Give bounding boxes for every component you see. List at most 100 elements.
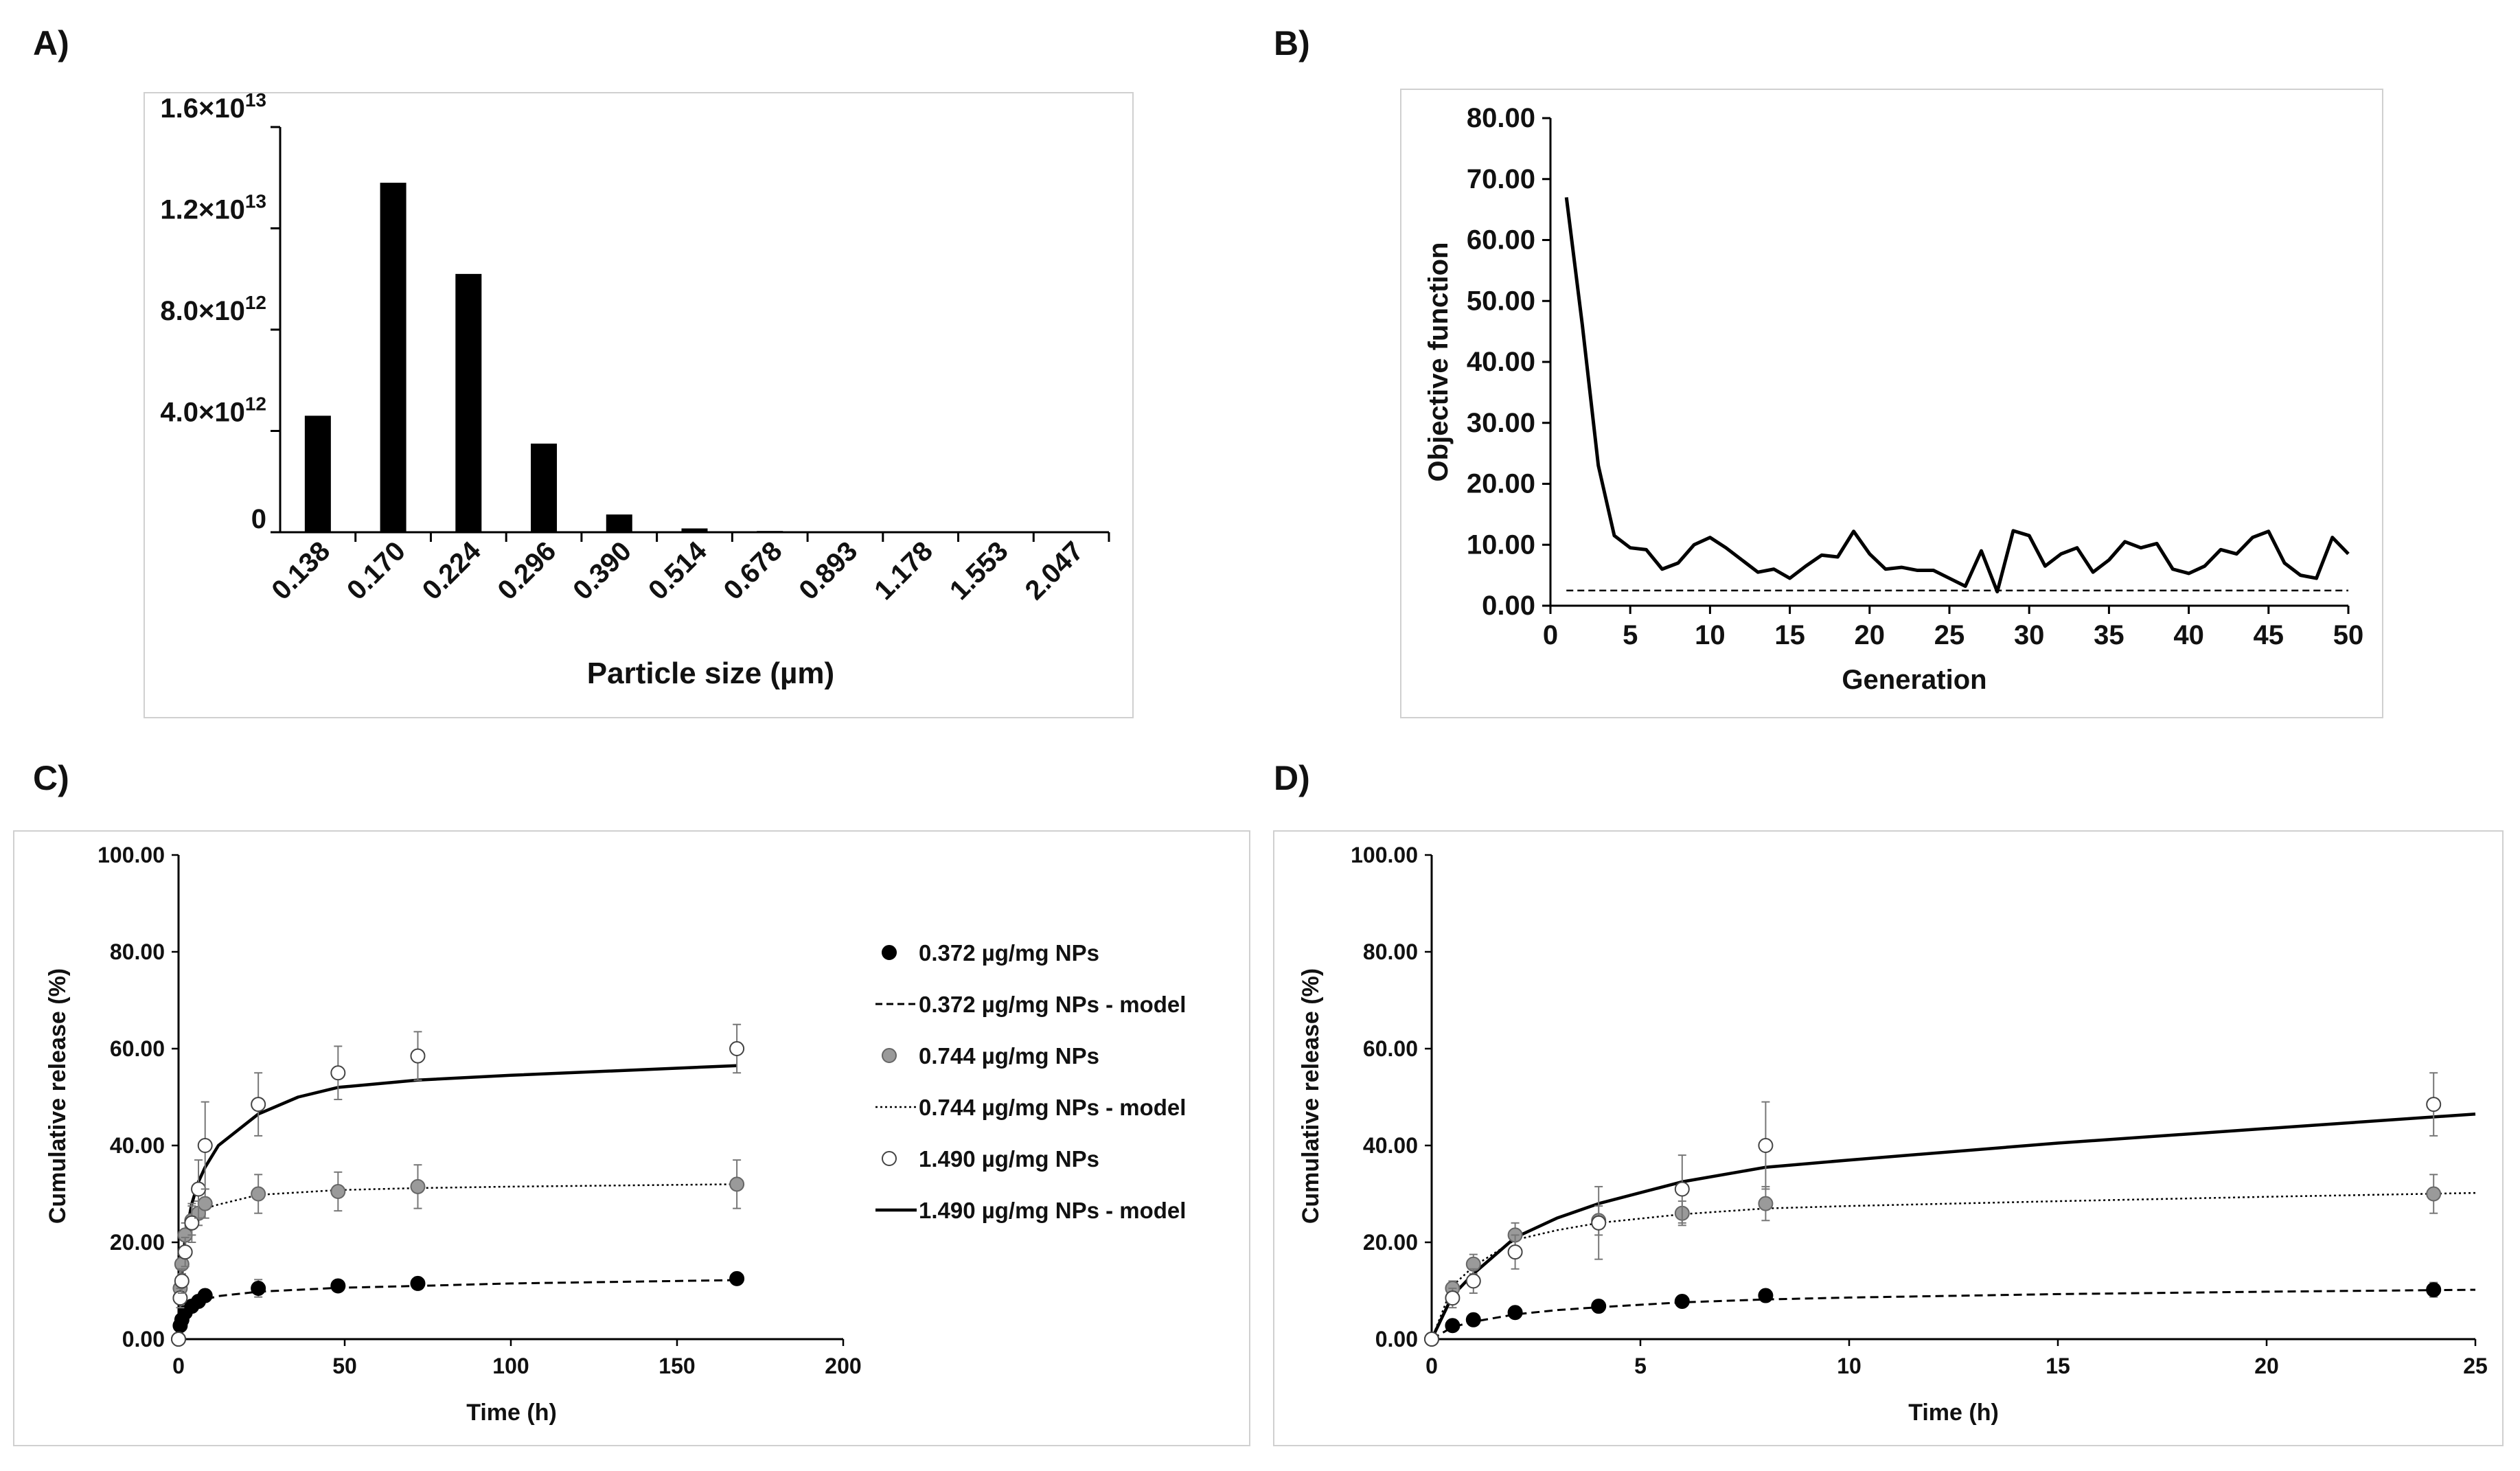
chart-d-data-point (1507, 1244, 1523, 1260)
chart-a-bar (606, 514, 632, 532)
chart-a-y-tick-label: 8.0×1012 (160, 292, 266, 326)
chart-c-data-point (729, 1176, 745, 1192)
chart-a-y-tick-label: 1.2×1013 (160, 191, 266, 225)
chart-c-x-tick-label: 100 (492, 1354, 529, 1378)
panel-d-label: D) (1274, 759, 1310, 797)
chart-d-y-tick-label: 100.00 (1351, 843, 1418, 867)
chart-c-data-point (177, 1244, 193, 1260)
chart-c-data-point (729, 1270, 745, 1286)
chart-b-y-tick-label: 40.00 (1467, 347, 1535, 377)
panel-d-frame (1273, 830, 2504, 1446)
legend-marker (882, 1048, 897, 1063)
chart-d-x-tick-label: 25 (2463, 1354, 2488, 1378)
chart-b-y-tick-label: 50.00 (1467, 286, 1535, 316)
chart-d-x-axis-title: Time (h) (1908, 1400, 1999, 1426)
panel-c-frame (13, 830, 1250, 1446)
chart-d-data-point (2426, 1282, 2442, 1298)
chart-b-x-tick-label: 10 (1695, 620, 1726, 650)
chart-a-bar (304, 415, 331, 532)
chart-c-x-tick-label: 200 (825, 1354, 861, 1378)
chart-d-data-point (1465, 1273, 1481, 1289)
panel-b-label: B) (1274, 24, 1310, 62)
chart-d-data-point (1591, 1299, 1607, 1314)
chart-c-y-axis-title: Cumulative release (%) (45, 968, 71, 1224)
chart-c-data-point (410, 1178, 426, 1194)
chart-c-data-point (410, 1275, 426, 1291)
chart-c-y-tick-label: 40.00 (110, 1133, 165, 1158)
chart-b-y-tick-label: 10.00 (1467, 529, 1535, 560)
chart-d-data-point (1674, 1181, 1690, 1197)
chart-d-x-tick-label: 15 (2046, 1354, 2070, 1378)
chart-b-x-tick-label: 20 (1855, 620, 1886, 650)
legend-label: 1.490 µg/mg NPs (919, 1146, 1099, 1172)
chart-b-x-tick-label: 40 (2173, 620, 2204, 650)
chart-c-y-tick-label: 0.00 (122, 1327, 165, 1352)
chart-d-x-tick-label: 0 (1425, 1354, 1438, 1378)
panel-a-frame (144, 92, 1134, 718)
panel-a-label: A) (33, 24, 69, 62)
chart-d-data-point (1424, 1332, 1439, 1347)
legend-marker (882, 945, 897, 960)
chart-b-x-axis-title: Generation (1842, 665, 1986, 695)
chart-a-y-tick-label: 0 (251, 504, 266, 534)
chart-d-data-point (1445, 1318, 1461, 1334)
chart-b-x-tick-label: 0 (1543, 620, 1558, 650)
chart-c-data-point (197, 1288, 213, 1303)
chart-d-y-tick-label: 80.00 (1363, 939, 1418, 964)
chart-c-data-point (171, 1332, 186, 1347)
chart-a-x-axis-title: Particle size (µm) (587, 657, 834, 690)
chart-d-x-tick-label: 5 (1634, 1354, 1647, 1378)
chart-c-x-tick-label: 0 (172, 1354, 185, 1378)
chart-a-bar (757, 531, 783, 532)
chart-c-data-point (197, 1196, 213, 1211)
chart-d-data-point (1758, 1138, 1774, 1153)
panel-b-frame (1400, 89, 2383, 718)
chart-d-data-point (1758, 1196, 1774, 1211)
chart-b-y-tick-label: 60.00 (1467, 225, 1535, 255)
chart-d-data-point (1465, 1312, 1481, 1327)
chart-b-y-tick-label: 30.00 (1467, 408, 1535, 438)
chart-d-data-point (1674, 1294, 1690, 1310)
chart-c-data-point (330, 1183, 346, 1199)
chart-b-series-objective (1564, 197, 2350, 594)
chart-c-data-point (172, 1290, 188, 1306)
chart-b-x-tick-label: 45 (2254, 620, 2284, 650)
chart-c-data-point (197, 1138, 213, 1153)
chart-b-y-axis-title: Objective function (1423, 242, 1454, 482)
chart-c-y-tick-label: 20.00 (110, 1230, 165, 1255)
chart-b-y-tick-label: 20.00 (1467, 469, 1535, 499)
chart-d-y-tick-label: 0.00 (1375, 1327, 1418, 1352)
chart-a-bar (380, 183, 406, 532)
chart-d-x-tick-label: 20 (2254, 1354, 2279, 1378)
chart-d-data-point (2426, 1186, 2442, 1202)
chart-c-legend: 0.372 µg/mg NPs 0.372 µg/mg NPs - model 0.… (875, 940, 1186, 1223)
chart-d-y-tick-label: 20.00 (1363, 1230, 1418, 1255)
chart-b-y-tick-label: 80.00 (1467, 103, 1535, 133)
panel-c-label: C) (33, 759, 69, 797)
chart-d-data-point (1507, 1305, 1523, 1321)
chart-b-x-tick-label: 25 (1934, 620, 1965, 650)
chart-d-data-point (1445, 1290, 1461, 1306)
chart-c-y-tick-label: 60.00 (110, 1036, 165, 1061)
chart-d-y-axis-title: Cumulative release (%) (1298, 968, 1324, 1224)
chart-b-x-tick-label: 50 (2333, 620, 2364, 650)
chart-b-x-tick-label: 5 (1623, 620, 1638, 650)
chart-b-x-tick-label: 15 (1774, 620, 1805, 650)
chart-b-y-tick-label: 0.00 (1482, 591, 1535, 621)
chart-d-y-tick-label: 40.00 (1363, 1133, 1418, 1158)
chart-c-data-point (330, 1065, 346, 1081)
chart-a-bar (455, 273, 482, 532)
chart-d-y-tick-label: 60.00 (1363, 1036, 1418, 1061)
chart-b: 0.00 10.00 20.00 30.00 40.00 50.00 60.00 70.00 8… (1467, 103, 2363, 650)
chart-a-y-tick-label: 1.6×1013 (160, 89, 266, 124)
chart-a-bar (531, 443, 558, 532)
legend-label: 0.744 µg/mg NPs - model (919, 1095, 1186, 1120)
chart-c-data-point (174, 1273, 190, 1289)
chart-c-y-tick-label: 100.00 (98, 843, 165, 867)
chart-d-x-tick-label: 10 (1837, 1354, 1862, 1378)
chart-c-data-point (251, 1186, 266, 1202)
chart-a-bar (681, 528, 708, 532)
chart-b-x-tick-label: 30 (2014, 620, 2045, 650)
chart-c-data-point (184, 1215, 200, 1231)
